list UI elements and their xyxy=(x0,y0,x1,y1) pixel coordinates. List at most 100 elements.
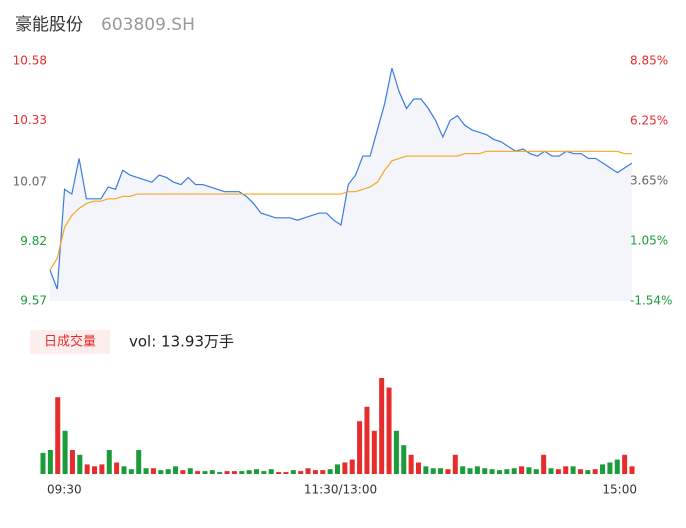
volume-bar xyxy=(408,454,414,474)
volume-bar xyxy=(290,470,296,474)
stock-name: 豪能股份 xyxy=(15,14,83,35)
volume-bar xyxy=(526,467,532,474)
volume-bar xyxy=(55,397,61,474)
volume-bar xyxy=(371,430,377,474)
volume-bar xyxy=(519,466,525,474)
volume-bar xyxy=(496,470,502,474)
volume-bar xyxy=(231,471,237,474)
y2-tick-label: 1.05% xyxy=(630,234,668,248)
volume-bar xyxy=(77,454,83,474)
volume-bar xyxy=(452,454,458,474)
volume-bar xyxy=(121,466,127,474)
volume-bar xyxy=(239,471,245,474)
x-tick-label: 09:30 xyxy=(47,483,82,497)
volume-bar xyxy=(99,464,105,474)
volume-bar xyxy=(305,468,311,474)
volume-bar xyxy=(445,469,451,474)
volume-bar xyxy=(364,406,370,474)
volume-bar xyxy=(438,468,444,474)
volume-bar xyxy=(202,471,208,474)
volume-bar xyxy=(511,468,517,474)
volume-bar xyxy=(349,459,355,474)
y-tick-label: 9.82 xyxy=(20,234,47,248)
volume-bar xyxy=(423,466,429,474)
volume-bar xyxy=(357,421,363,474)
volume-bar xyxy=(577,469,583,474)
volume-bar xyxy=(467,468,473,474)
volume-bar xyxy=(187,468,193,474)
volume-bar xyxy=(600,464,606,474)
volume-bar xyxy=(379,378,385,474)
volume-bar xyxy=(143,468,149,474)
volume-bar xyxy=(386,387,392,474)
stock-code: 603809.SH xyxy=(101,15,195,35)
volume-bar xyxy=(401,445,407,474)
y2-tick-label: 8.85% xyxy=(630,54,668,68)
volume-bar xyxy=(150,468,156,474)
price-area xyxy=(50,68,632,301)
volume-bar xyxy=(195,471,201,474)
volume-bar xyxy=(622,454,628,474)
volume-bar xyxy=(548,468,554,474)
x-tick-label: 11:30/13:00 xyxy=(304,483,377,497)
volume-bar xyxy=(607,462,613,474)
volume-bar xyxy=(614,459,620,474)
volume-bar xyxy=(563,466,569,474)
volume-bar xyxy=(342,462,348,474)
volume-bar xyxy=(393,430,399,474)
volume-bar xyxy=(474,466,480,474)
volume-bar xyxy=(585,470,591,474)
volume-bar xyxy=(136,450,142,474)
volume-bar xyxy=(69,450,75,474)
volume-bar xyxy=(224,471,230,474)
volume-bar xyxy=(320,470,326,474)
volume-bar xyxy=(92,466,98,474)
y-tick-label: 9.57 xyxy=(20,294,47,308)
volume-bar xyxy=(128,469,134,474)
volume-bar xyxy=(504,469,510,474)
volume-label: 日成交量 xyxy=(44,334,96,350)
volume-bar xyxy=(335,464,340,474)
volume-bar xyxy=(180,470,186,474)
volume-bar xyxy=(541,454,547,474)
volume-bar xyxy=(158,470,164,474)
volume-bar xyxy=(482,468,488,474)
volume-bar xyxy=(570,466,576,474)
y-tick-label: 10.33 xyxy=(13,113,47,127)
volume-bar xyxy=(84,464,90,474)
volume-bar xyxy=(592,469,598,474)
price-line xyxy=(49,67,633,290)
volume-label-box xyxy=(30,330,110,354)
volume-bar xyxy=(246,470,252,474)
volume-bar xyxy=(298,471,304,474)
y-tick-label: 10.07 xyxy=(13,175,47,189)
volume-bar xyxy=(209,470,215,474)
volume-total: vol: 13.93万手 xyxy=(129,333,234,351)
volume-bar xyxy=(47,450,53,474)
volume-bar xyxy=(165,469,171,474)
volume-bar xyxy=(629,466,635,474)
volume-bar xyxy=(254,469,260,474)
volume-bar xyxy=(114,462,120,474)
volume-bar xyxy=(327,469,333,474)
volume-bar xyxy=(489,469,495,474)
volume-bar xyxy=(312,470,318,474)
y2-tick-label: -1.54% xyxy=(630,294,672,308)
y-tick-label: 10.58 xyxy=(13,54,47,68)
volume-bar xyxy=(460,466,466,474)
x-tick-label: 15:00 xyxy=(602,483,637,497)
volume-bar xyxy=(173,466,179,474)
volume-bar xyxy=(268,469,274,474)
y2-tick-label: 6.25% xyxy=(630,114,668,128)
volume-bar xyxy=(276,472,282,474)
volume-bar xyxy=(62,430,68,474)
volume-bar xyxy=(40,452,46,474)
volume-bar xyxy=(283,472,289,474)
volume-bar xyxy=(555,469,561,474)
volume-bar xyxy=(261,471,267,474)
volume-bar xyxy=(533,469,539,474)
y2-tick-label: 3.65% xyxy=(630,174,668,188)
volume-bar xyxy=(415,462,421,474)
volume-bar xyxy=(217,472,223,474)
